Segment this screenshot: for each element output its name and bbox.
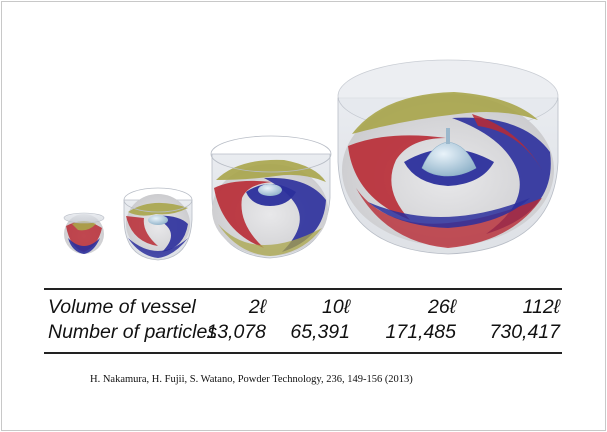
vessel-illustration [63,59,559,261]
table-bottom-rule [44,352,562,354]
row-label-particles: Number of particles [48,321,218,343]
volume-cell-2: 10ℓ [322,296,350,318]
particles-cell-1: 13,078 [206,321,266,343]
vessel-2l [63,212,105,254]
vessel-112l [337,59,559,255]
volume-cell-1: 2ℓ [248,296,266,318]
vessel-26l [210,135,332,259]
volume-cell-4: 112ℓ [522,296,560,318]
particles-cell-2: 65,391 [290,321,350,343]
citation: H. Nakamura, H. Fujii, S. Watano, Powder… [90,374,413,385]
row-label-volume: Volume of vessel [48,296,196,318]
table-row-particles: Number of particles 13,078 65,391 171,48… [44,319,562,345]
table-top-rule [44,288,562,290]
volume-cell-3: 26ℓ [428,296,456,318]
vessel-10l [123,187,193,261]
particles-cell-3: 171,485 [385,321,457,343]
table-row-volume: Volume of vessel 2ℓ 10ℓ 26ℓ 112ℓ [44,294,562,320]
vessel-simulation-images [2,2,605,277]
particles-cell-4: 730,417 [489,321,561,343]
